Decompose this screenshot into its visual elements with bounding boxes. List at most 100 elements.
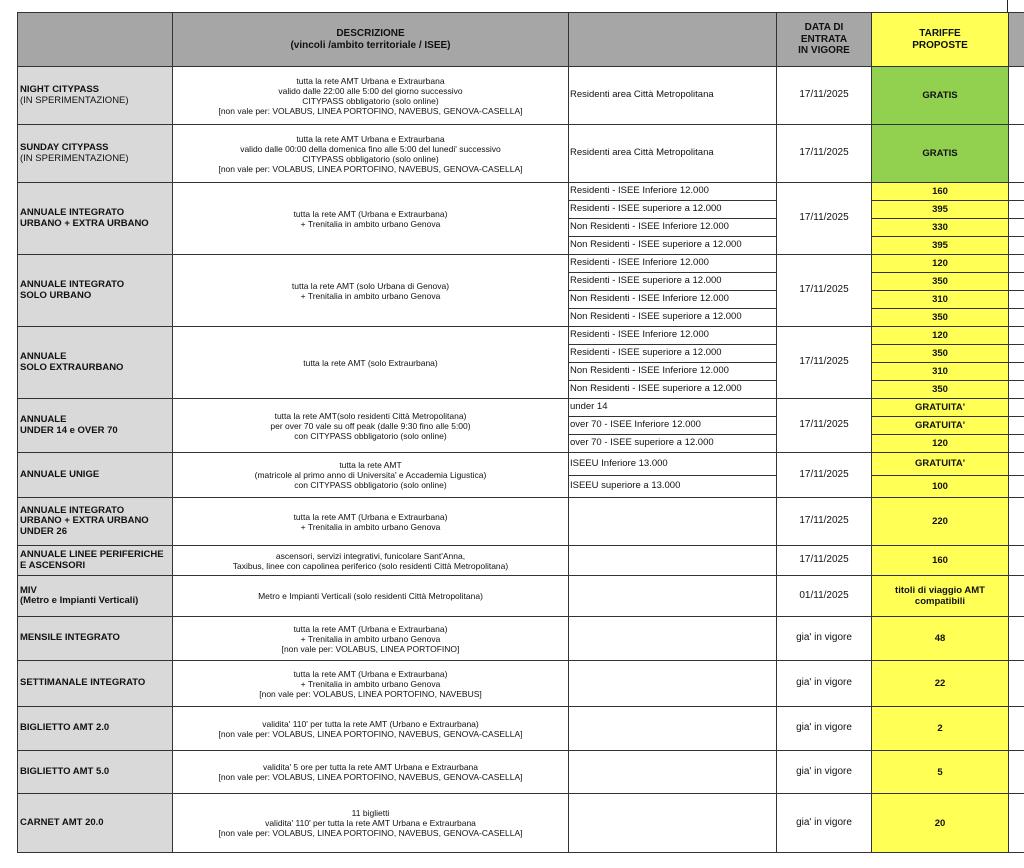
- extra-cell: [1008, 452, 1024, 476]
- fare-name-cell: ANNUALE LINEE PERIFERICHE E ASCENSORI: [17, 545, 173, 576]
- description-line: tutta la rete AMT (Urbana e Extraurbana): [293, 623, 448, 634]
- description-line: valido dalle 00:00 della domenica fino a…: [240, 143, 501, 154]
- proposed-tariff-cell: 48: [871, 616, 1009, 661]
- extra-cell: [1008, 200, 1024, 219]
- table-subrow: over 70 - ISEE Inferiore 12.000 GRATUITA': [18, 416, 1024, 435]
- table-subrow: Non Residenti - ISEE superiore a 12.000 3…: [18, 236, 1024, 255]
- extra-cell: [1008, 218, 1024, 237]
- description-line: validita' 110' per tutta la rete AMT (Ur…: [262, 718, 479, 729]
- description-line: 11 biglietti: [351, 808, 390, 818]
- fare-name-line: (IN SPERIMENTAZIONE): [20, 94, 129, 106]
- effective-date-cell: gia' in vigore: [776, 750, 872, 794]
- effective-date-cell: gia' in vigore: [776, 793, 872, 853]
- subcategory-cell: over 70 - ISEE Inferiore 12.000: [568, 416, 777, 435]
- table-row: MIV (Metro e Impianti Verticali) Metro e I…: [17, 575, 1024, 617]
- description-line: per over 70 vale su off peak (dalle 9:30…: [270, 420, 471, 431]
- fare-name-cell: MENSILE INTEGRATO: [17, 616, 173, 661]
- fare-name-cell: MIV (Metro e Impianti Verticali): [17, 575, 173, 617]
- description-cell: tutta la rete AMT (Urbana e Extraurbana)…: [172, 660, 569, 707]
- extra-cell: [1008, 793, 1024, 853]
- page-edge-line: [1007, 0, 1008, 14]
- extra-cell: [1008, 124, 1024, 183]
- effective-date-cell: gia' in vigore: [776, 616, 872, 661]
- subcategory-cell: under 14: [568, 398, 777, 417]
- fare-name-line: E ASCENSORI: [20, 559, 86, 571]
- effective-date-cell: 17/11/2025: [776, 398, 872, 453]
- fare-name-line: ANNUALE UNIGE: [20, 468, 100, 480]
- fare-name-line: ANNUALE INTEGRATO: [20, 504, 125, 516]
- proposed-tariff-cell: 2: [871, 706, 1009, 751]
- header-row: DESCRIZIONE (vincoli /ambito territoriale…: [17, 12, 1024, 67]
- fare-name-line: ANNUALE INTEGRATO: [20, 207, 125, 218]
- subcategory-cell: Residenti - ISEE superiore a 12.000: [568, 344, 777, 363]
- effective-date-cell: 17/11/2025: [776, 545, 872, 576]
- subcategory-cell: [568, 497, 777, 546]
- extra-cell: [1008, 616, 1024, 661]
- description-line: [non vale per: VOLABUS, LINEA PORTOFINO,…: [259, 688, 482, 699]
- fare-name-cell: SETTIMANALE INTEGRATO: [17, 660, 173, 707]
- subcategory-cell: Non Residenti - ISEE superiore a 12.000: [568, 308, 777, 327]
- effective-date-cell: 17/11/2025: [776, 452, 872, 498]
- table-row: ANNUALE UNIGE tutta la rete AMT (matricole…: [17, 452, 1024, 498]
- fare-name-cell: ANNUALE SOLO EXTRAURBANO: [17, 326, 173, 399]
- description-cell: tutta la rete AMT (solo Urbana di Genova…: [172, 254, 569, 327]
- header-line: DESCRIZIONE: [336, 28, 405, 39]
- extra-cell: [1008, 497, 1024, 546]
- fare-name-line: (IN SPERIMENTAZIONE): [20, 152, 129, 164]
- description-line: [non vale per: VOLABUS, LINEA PORTOFINO,…: [218, 105, 523, 116]
- description-line: [non vale per: VOLABUS, LINEA PORTOFINO,…: [218, 728, 523, 739]
- proposed-tariff-cell: GRATIS: [871, 66, 1009, 125]
- description-cell: validita' 5 ore per tutta la rete AMT Ur…: [172, 750, 569, 794]
- extra-cell: [1008, 750, 1024, 794]
- description-cell: validita' 110' per tutta la rete AMT (Ur…: [172, 706, 569, 751]
- description-line: tutta la rete AMT Urbana e Extraurbana: [296, 75, 445, 86]
- proposed-tariff-cell: 160: [871, 182, 1009, 201]
- description-line: [non vale per: VOLABUS, LINEA PORTOFINO,…: [218, 163, 523, 174]
- header-name: [17, 12, 173, 67]
- fare-name-line: SETTIMANALE INTEGRATO: [20, 677, 146, 689]
- table-row: BIGLIETTO AMT 2.0 validita' 110' per tutt…: [17, 706, 1024, 751]
- description-line: tutta la rete AMT (solo Urbana di Genova…: [291, 280, 450, 291]
- header-description: DESCRIZIONE (vincoli /ambito territoriale…: [172, 12, 569, 67]
- header-date: DATA DI ENTRATA IN VIGORE: [776, 12, 872, 67]
- proposed-tariff-cell: 220: [871, 497, 1009, 546]
- effective-date-cell: 17/11/2025: [776, 326, 872, 399]
- description-line: Taxibus, linee con capolinea periferico …: [232, 560, 509, 571]
- fare-name-line: ANNUALE: [20, 351, 67, 362]
- fare-name-line: BIGLIETTO AMT 2.0: [20, 722, 110, 734]
- subcategory-cell: Residenti - ISEE superiore a 12.000: [568, 272, 777, 291]
- proposed-tariff-cell: GRATUITA': [871, 452, 1009, 476]
- description-cell: tutta la rete AMT (Urbana e Extraurbana)…: [172, 616, 569, 661]
- subcategory-cell: [568, 545, 777, 576]
- description-line: CITYPASS obbligatorio (solo online): [302, 153, 439, 164]
- subcategory-cell: Residenti - ISEE Inferiore 12.000: [568, 182, 777, 201]
- fare-name-line: ANNUALE LINEE PERIFERICHE: [20, 549, 164, 560]
- description-line: con CITYPASS obbligatorio (solo online): [294, 430, 447, 441]
- proposed-tariff-cell: 100: [871, 474, 1009, 498]
- description-line: [non vale per: VOLABUS, LINEA PORTOFINO,…: [218, 772, 523, 782]
- description-line: + Trenitalia in ambito urbano Genova: [300, 218, 441, 229]
- table-subrow: Non Residenti - ISEE Inferiore 12.000 310: [18, 290, 1024, 309]
- subcategory-cell: Residenti - ISEE Inferiore 12.000: [568, 326, 777, 345]
- proposed-tariff-cell: 350: [871, 272, 1009, 291]
- table-subrow: Non Residenti - ISEE Inferiore 12.000 310: [18, 362, 1024, 381]
- extra-cell: [1008, 380, 1024, 399]
- fare-name-line: SOLO EXTRAURBANO: [20, 361, 124, 373]
- table-subrow: Non Residenti - ISEE Inferiore 12.000 330: [18, 218, 1024, 237]
- effective-date-cell: 17/11/2025: [776, 497, 872, 546]
- subcategory-cell: Residenti area Città Metropolitana: [568, 124, 777, 183]
- extra-cell: [1008, 474, 1024, 498]
- description-line: + Trenitalia in ambito urbano Genova: [300, 290, 441, 301]
- fare-name-line: UNDER 14 e OVER 70: [20, 424, 118, 436]
- extra-cell: [1008, 398, 1024, 417]
- subcategory-cell: Non Residenti - ISEE Inferiore 12.000: [568, 218, 777, 237]
- table-subrow: ISEEU superiore a 13.000 100: [18, 474, 1024, 498]
- proposed-tariff-cell: 120: [871, 434, 1009, 453]
- proposed-tariff-cell: 310: [871, 290, 1009, 309]
- subcategory-cell: [568, 616, 777, 661]
- fare-name-line: URBANO + EXTRA URBANO: [20, 515, 149, 527]
- description-line: + Trenitalia in ambito urbano Genova: [300, 521, 441, 532]
- fare-name-cell: NIGHT CITYPASS (IN SPERIMENTAZIONE): [17, 66, 173, 125]
- table-subrow: Non Residenti - ISEE superiore a 12.000 3…: [18, 380, 1024, 399]
- proposed-tariff-cell: 395: [871, 236, 1009, 255]
